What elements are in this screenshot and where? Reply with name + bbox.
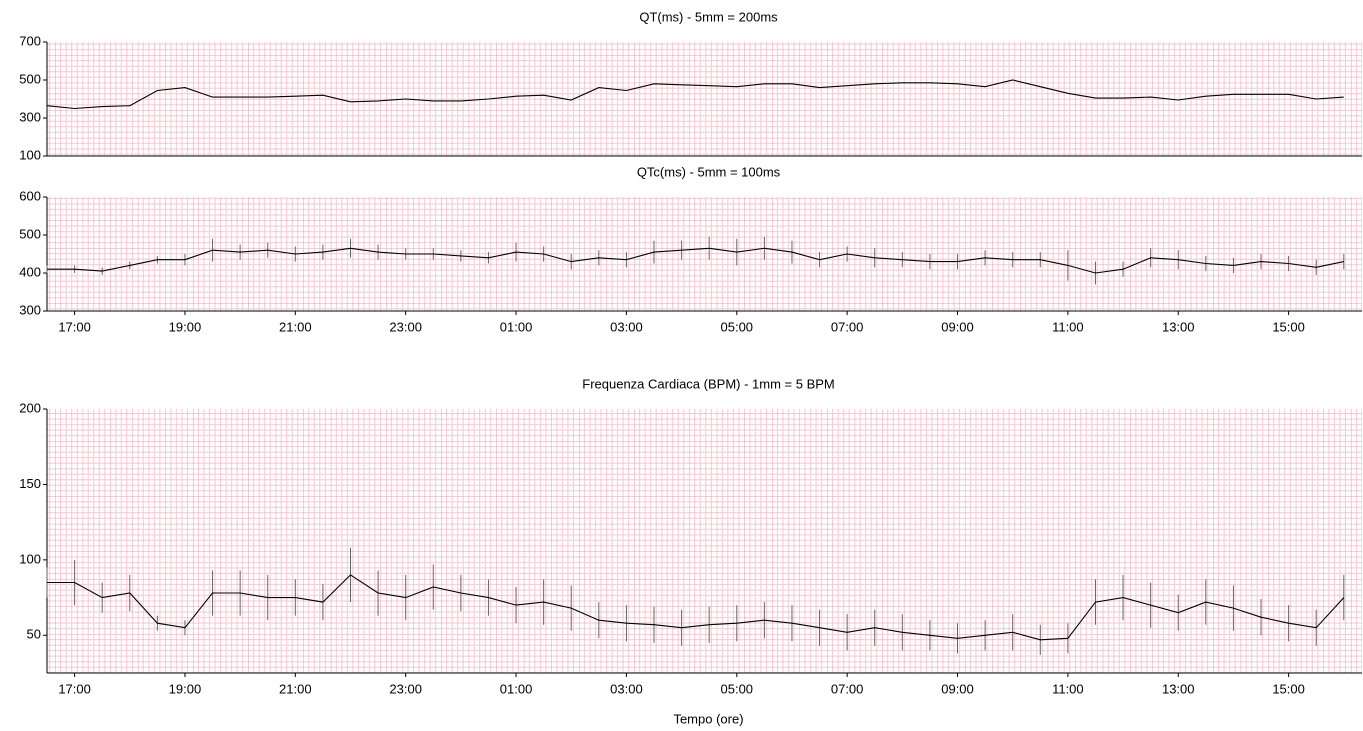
x-tick-label: 21:00 <box>279 319 312 334</box>
x-tick-label: 09:00 <box>941 681 974 696</box>
chart-title: Frequenza Cardiaca (BPM) - 1mm = 5 BPM <box>582 376 835 391</box>
x-tick-label: 13:00 <box>1162 681 1195 696</box>
y-tick-label: 300 <box>19 109 41 124</box>
x-tick-label: 15:00 <box>1272 319 1305 334</box>
y-tick-label: 200 <box>19 400 41 415</box>
x-tick-label: 05:00 <box>721 319 754 334</box>
x-tick-label: 09:00 <box>941 319 974 334</box>
chart-title: QTc(ms) - 5mm = 100ms <box>637 164 781 179</box>
x-tick-label: 11:00 <box>1052 681 1084 696</box>
y-tick-label: 500 <box>19 71 41 86</box>
chart-title: QT(ms) - 5mm = 200ms <box>639 9 778 24</box>
x-tick-label: 19:00 <box>169 681 202 696</box>
y-tick-label: 500 <box>19 226 41 241</box>
x-tick-label: 15:00 <box>1272 681 1305 696</box>
y-tick-label: 700 <box>19 33 41 48</box>
x-tick-label: 01:00 <box>500 319 533 334</box>
series-line <box>47 574 1345 641</box>
series-line <box>46 79 1344 110</box>
y-tick-label: 100 <box>19 551 41 566</box>
y-tick-label: 150 <box>19 476 41 491</box>
x-tick-label: 21:00 <box>279 681 312 696</box>
x-tick-label: 17:00 <box>58 319 91 334</box>
plot-grid <box>47 409 1362 673</box>
y-tick-label: 100 <box>19 147 41 162</box>
x-tick-label: 03:00 <box>610 681 643 696</box>
x-tick-label: 13:00 <box>1162 319 1195 334</box>
x-axis-label: Tempo (ore) <box>673 711 743 726</box>
y-tick-label: 50 <box>27 627 41 642</box>
series-line <box>47 247 1344 274</box>
x-tick-label: 23:00 <box>389 319 422 334</box>
x-tick-label: 03:00 <box>610 319 643 334</box>
x-tick-label: 07:00 <box>831 319 864 334</box>
y-tick-label: 400 <box>19 264 41 279</box>
x-tick-label: 01:00 <box>500 681 533 696</box>
y-tick-label: 300 <box>19 302 41 317</box>
x-tick-label: 17:00 <box>58 681 91 696</box>
x-tick-label: 19:00 <box>169 319 202 334</box>
x-tick-label: 05:00 <box>721 681 754 696</box>
plot-grid <box>47 42 1362 156</box>
plot-grid <box>47 197 1362 311</box>
x-tick-label: 11:00 <box>1052 319 1084 334</box>
y-tick-label: 600 <box>19 188 41 203</box>
x-tick-label: 23:00 <box>389 681 422 696</box>
x-tick-label: 07:00 <box>831 681 864 696</box>
